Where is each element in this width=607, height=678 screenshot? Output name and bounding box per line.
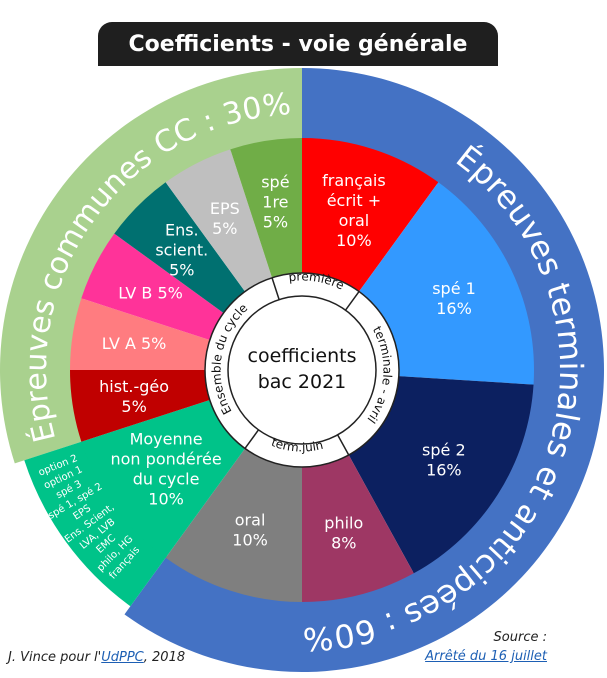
- segment-label-oral: oral 10%: [232, 510, 268, 549]
- source-label: Source :: [493, 630, 547, 645]
- segment-oral: [165, 448, 302, 602]
- segment-label-eps: EPS 5%: [210, 199, 240, 238]
- udppc-link[interactable]: UdPPC: [101, 650, 144, 665]
- segment-label-spe2: spé 2 16%: [422, 441, 466, 480]
- ring-dividers: [244, 277, 360, 456]
- segment-label-hist-geo: hist.-géo 5%: [99, 377, 169, 416]
- ring-divider: [271, 277, 280, 300]
- segment-philo: [302, 455, 414, 602]
- arrete-link[interactable]: Arrêté du 16 juillet: [425, 649, 547, 664]
- segment-spe-1re: [230, 138, 302, 278]
- page-title: Coefficients - voie générale: [98, 22, 498, 66]
- segment-ens-scient: [114, 182, 245, 313]
- segment-moyenne: [81, 399, 245, 558]
- cc-ring: [0, 68, 302, 464]
- credit: J. Vince pour l'UdPPC, 2018: [8, 650, 185, 665]
- segment-spe1: [359, 182, 534, 385]
- segment-label-philo: philo 8%: [324, 513, 363, 552]
- ring-divider: [244, 429, 260, 449]
- segment-label-ens-scient: Ens. scient. 5%: [155, 220, 208, 279]
- ring-divider: [344, 291, 360, 311]
- credit-suffix: , 2018: [143, 650, 186, 665]
- moyenne-ring: [24, 441, 167, 607]
- source: Source : Arrêté du 16 juillet: [425, 628, 547, 666]
- segment-lva: [70, 298, 210, 370]
- segment-eps: [165, 149, 273, 292]
- center-circle: [227, 295, 377, 445]
- segment-label-francais: français écrit + oral 10%: [322, 171, 386, 250]
- segments: français écrit + oral 10% spé 1 16% spé 2 16% ph…: [70, 138, 534, 602]
- terminales-ring: [124, 68, 605, 673]
- ring-divider: [336, 434, 350, 456]
- segment-label-moyenne: Moyenne non pondérée du cycle 10%: [111, 429, 222, 508]
- segment-label-lva: LV A 5%: [102, 334, 167, 353]
- segment-francais: [302, 138, 439, 292]
- credit-prefix: J. Vince pour l': [8, 650, 102, 665]
- center-line2: bac 2021: [258, 371, 347, 393]
- segment-lvb: [81, 233, 224, 341]
- segment-label-spe-1re: spé 1re 5%: [261, 173, 289, 232]
- segment-spe2: [348, 376, 534, 574]
- segment-label-lvb: LV B 5%: [118, 283, 183, 302]
- segment-label-spe1: spé 1 16%: [432, 279, 476, 318]
- center-line1: coefficients: [248, 345, 357, 367]
- segment-hist-geo: [70, 370, 210, 442]
